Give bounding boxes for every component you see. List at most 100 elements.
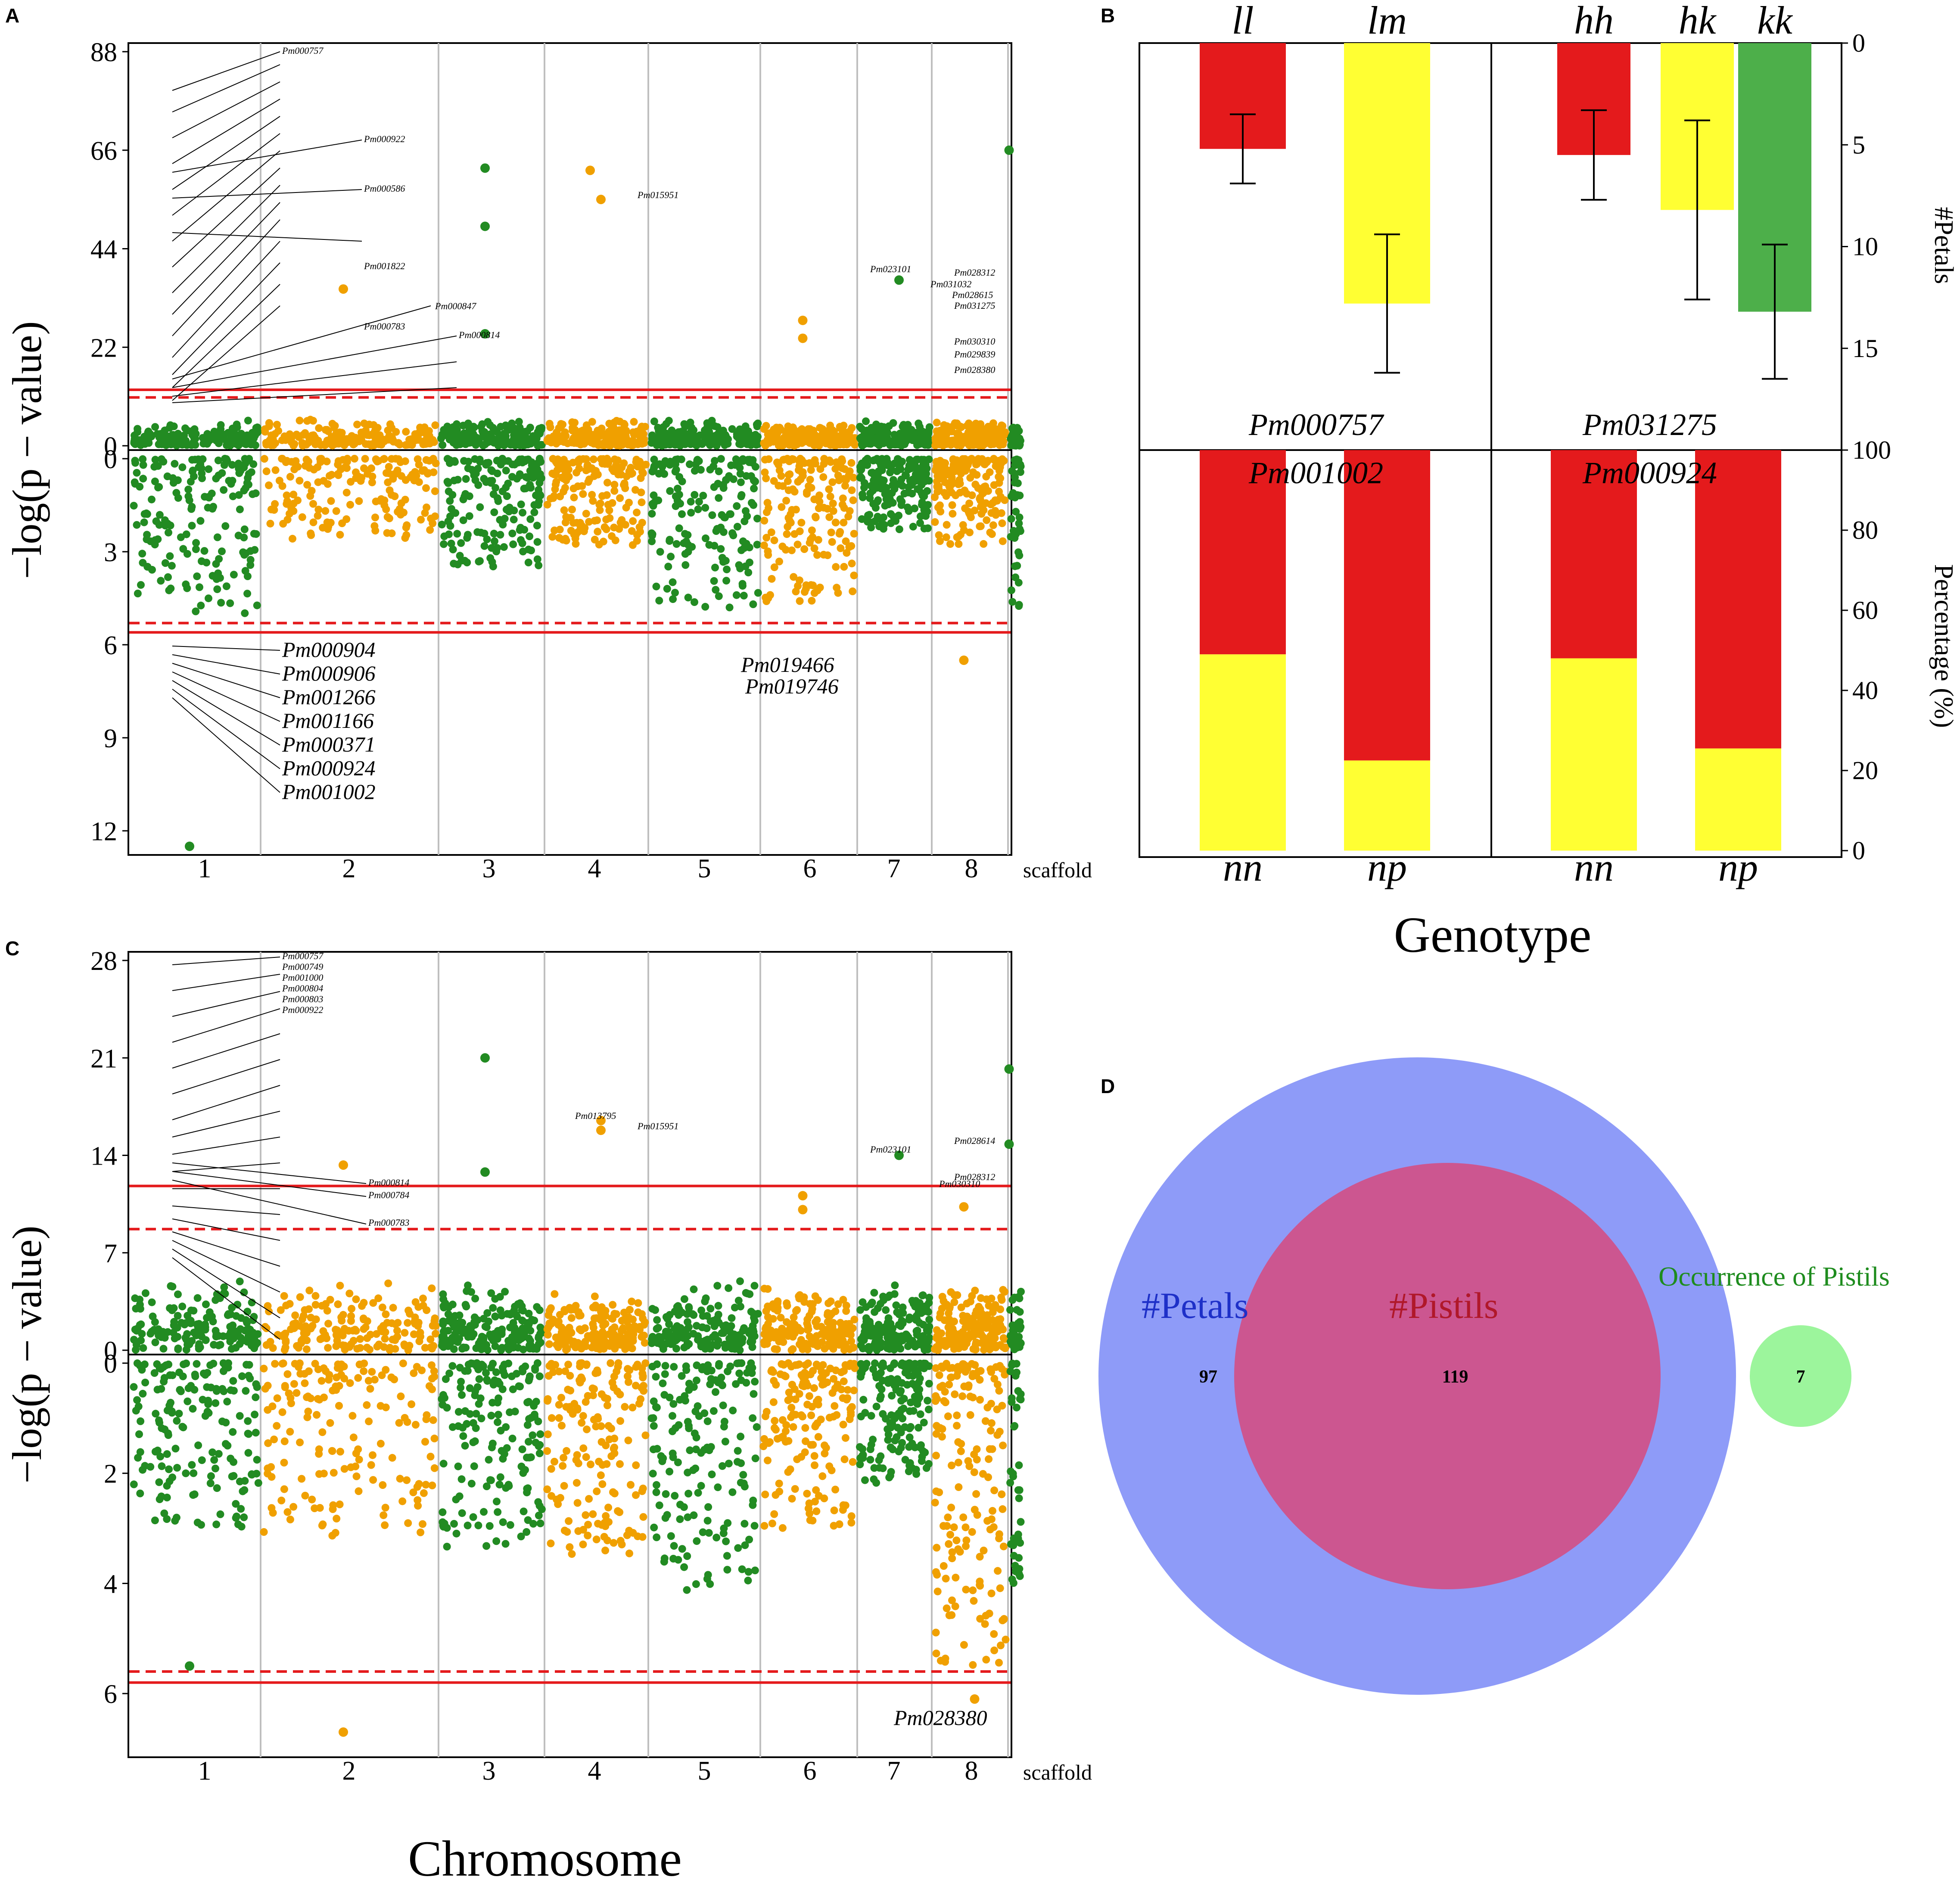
- y-tick-label: 22: [90, 333, 117, 363]
- background-point: [453, 429, 461, 438]
- background-point: [503, 1444, 511, 1452]
- background-point: [426, 1335, 435, 1343]
- background-point: [618, 441, 626, 449]
- background-point: [298, 513, 306, 521]
- background-point: [320, 477, 328, 485]
- background-point: [584, 461, 591, 469]
- background-point: [771, 1417, 779, 1425]
- background-point: [592, 1535, 600, 1544]
- background-point: [397, 472, 405, 480]
- background-point: [744, 1576, 752, 1585]
- background-point: [515, 1382, 523, 1390]
- background-point: [376, 1439, 385, 1448]
- background-point: [562, 537, 570, 545]
- background-point: [505, 1345, 513, 1354]
- background-point: [223, 1398, 231, 1406]
- background-point: [499, 1455, 507, 1463]
- background-point: [989, 521, 997, 529]
- background-point: [712, 1533, 721, 1541]
- background-point: [386, 486, 394, 494]
- background-point: [458, 1391, 466, 1399]
- background-point: [306, 416, 314, 424]
- background-point: [706, 1380, 714, 1389]
- background-point: [686, 1446, 694, 1454]
- background-point: [785, 1389, 793, 1397]
- background-point: [244, 1417, 252, 1425]
- background-point: [130, 1336, 138, 1344]
- background-point: [849, 1458, 857, 1466]
- background-point: [813, 586, 821, 594]
- background-point: [439, 1327, 448, 1336]
- background-point: [715, 1360, 723, 1368]
- background-point: [342, 488, 351, 497]
- background-point: [523, 474, 532, 482]
- background-point: [774, 1304, 782, 1312]
- background-point: [173, 1464, 181, 1472]
- background-point: [728, 1332, 736, 1340]
- background-point: [163, 1515, 171, 1523]
- background-point: [672, 1345, 681, 1353]
- background-point: [840, 422, 848, 430]
- highlight-point: [894, 275, 904, 285]
- background-point: [133, 521, 141, 529]
- background-point: [252, 427, 260, 435]
- background-point: [624, 1365, 632, 1373]
- background-point: [443, 1543, 451, 1551]
- background-point: [818, 1381, 827, 1389]
- background-point: [237, 1505, 245, 1513]
- background-point: [847, 1331, 855, 1339]
- background-point: [579, 1412, 587, 1420]
- background-point: [825, 1462, 834, 1470]
- background-point: [204, 503, 212, 512]
- background-point: [705, 1529, 713, 1537]
- background-point: [188, 456, 196, 464]
- background-point: [240, 1486, 249, 1494]
- panel-a-threshold-lines: [129, 388, 1011, 634]
- background-point: [295, 433, 303, 441]
- background-point: [177, 1387, 185, 1395]
- background-point: [399, 1359, 407, 1367]
- background-point: [148, 495, 156, 503]
- background-point: [638, 1487, 646, 1495]
- background-point: [655, 1501, 663, 1510]
- background-point: [762, 1412, 769, 1420]
- background-point: [151, 477, 159, 485]
- background-point: [924, 524, 932, 532]
- background-point: [247, 468, 255, 476]
- background-point: [422, 1481, 430, 1489]
- background-point: [630, 418, 638, 426]
- background-point: [438, 520, 446, 528]
- background-point: [401, 496, 409, 504]
- background-point: [936, 537, 944, 545]
- background-point: [525, 1334, 533, 1342]
- background-point: [219, 1332, 227, 1340]
- background-point: [502, 432, 510, 440]
- background-point: [247, 1342, 255, 1350]
- background-point: [790, 1313, 798, 1321]
- background-point: [1009, 489, 1017, 497]
- background-point: [754, 589, 762, 597]
- background-point: [524, 559, 532, 566]
- background-point: [321, 507, 330, 515]
- background-point: [957, 423, 965, 431]
- background-point: [305, 1286, 314, 1295]
- background-point: [977, 522, 985, 530]
- background-point: [1014, 578, 1023, 587]
- background-point: [678, 1372, 686, 1380]
- background-point: [770, 1510, 778, 1518]
- background-point: [483, 1323, 491, 1331]
- background-point: [860, 484, 868, 492]
- background-point: [311, 1504, 319, 1512]
- background-point: [489, 424, 497, 432]
- background-point: [445, 1369, 454, 1377]
- background-point: [786, 517, 793, 525]
- background-point: [293, 1342, 301, 1350]
- background-point: [784, 471, 793, 479]
- panel-a-bottom-annotation-labels: Pm000904 Pm000906 Pm001266 Pm001166 Pm00…: [282, 637, 839, 804]
- background-point: [448, 505, 455, 513]
- background-point: [233, 1512, 241, 1520]
- background-point: [482, 1542, 491, 1550]
- background-point: [671, 1491, 679, 1500]
- background-point: [499, 1518, 507, 1526]
- background-point: [913, 475, 921, 483]
